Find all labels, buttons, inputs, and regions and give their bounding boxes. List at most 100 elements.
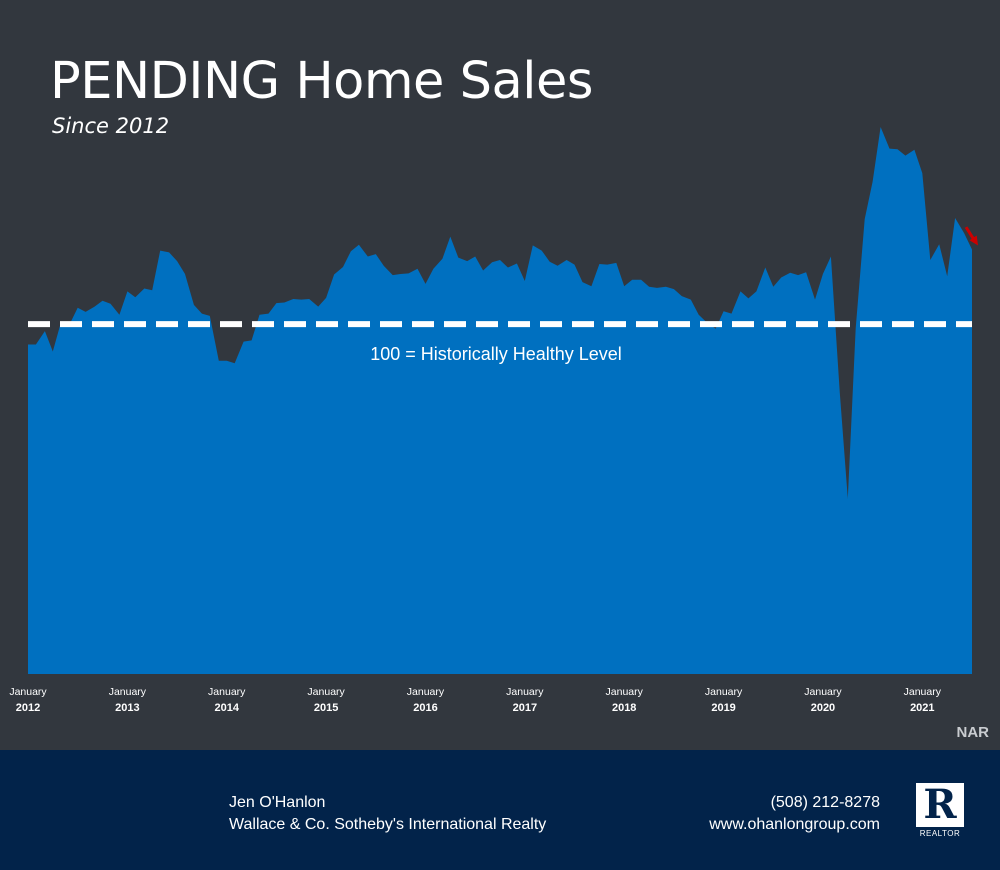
x-tick-label-month: January xyxy=(606,686,644,698)
data-point xyxy=(267,312,269,314)
data-point xyxy=(109,303,111,305)
data-point xyxy=(392,274,394,276)
x-tick-label-year: 2018 xyxy=(612,702,636,714)
x-tick-label-year: 2012 xyxy=(16,702,40,714)
data-point xyxy=(342,266,344,268)
data-point xyxy=(35,343,37,345)
data-point xyxy=(101,300,103,302)
data-point xyxy=(573,263,575,265)
data-point xyxy=(904,154,906,156)
data-point xyxy=(93,305,95,307)
data-point xyxy=(441,258,443,260)
data-point xyxy=(772,286,774,288)
data-point xyxy=(780,276,782,278)
x-tick-label-month: January xyxy=(804,686,842,698)
phone-number[interactable]: (508) 212-8278 xyxy=(770,794,880,811)
x-tick-label-year: 2021 xyxy=(910,702,934,714)
data-point xyxy=(84,311,86,313)
data-point xyxy=(946,275,948,277)
data-point xyxy=(690,298,692,300)
data-point xyxy=(367,255,369,257)
data-point xyxy=(275,302,277,304)
trend-arrow-icon xyxy=(969,235,978,246)
data-point xyxy=(499,259,501,261)
data-point xyxy=(698,314,700,316)
data-point xyxy=(317,305,319,307)
data-point xyxy=(432,268,434,270)
data-point xyxy=(839,392,841,394)
x-tick-label-year: 2014 xyxy=(214,702,239,714)
data-point xyxy=(524,280,526,282)
data-point xyxy=(541,249,543,251)
data-point xyxy=(971,248,973,250)
data-point xyxy=(52,350,54,352)
area-series xyxy=(28,127,972,674)
data-point xyxy=(193,304,195,306)
data-point xyxy=(532,244,534,246)
x-tick-label-month: January xyxy=(705,686,743,698)
data-point xyxy=(242,340,244,342)
realtor-logo-text: REALTOR xyxy=(919,829,961,838)
data-point xyxy=(888,147,890,149)
data-point xyxy=(258,314,260,316)
data-point xyxy=(673,288,675,290)
chart-title: PENDING Home Sales xyxy=(50,52,593,111)
data-point xyxy=(218,360,220,362)
data-point xyxy=(565,259,567,261)
data-point xyxy=(201,312,203,314)
data-point xyxy=(474,255,476,257)
data-point xyxy=(797,274,799,276)
data-point xyxy=(814,298,816,300)
data-point xyxy=(938,243,940,245)
data-point xyxy=(134,296,136,298)
data-point xyxy=(714,328,716,330)
data-point xyxy=(764,266,766,268)
data-point xyxy=(449,235,451,237)
data-point xyxy=(350,250,352,252)
footer-bar: Jen O'Hanlon Wallace & Co. Sotheby's Int… xyxy=(0,750,1000,870)
data-point xyxy=(358,244,360,246)
data-point xyxy=(126,290,128,292)
data-point xyxy=(864,218,866,220)
data-point xyxy=(333,273,335,275)
data-point xyxy=(424,283,426,285)
data-point xyxy=(325,297,327,299)
data-point xyxy=(879,126,881,128)
data-point xyxy=(598,263,600,265)
data-point xyxy=(466,260,468,262)
data-point xyxy=(168,251,170,253)
x-tick-label-month: January xyxy=(904,686,942,698)
agency-name: Wallace & Co. Sotheby's International Re… xyxy=(229,816,547,833)
data-point xyxy=(292,298,294,300)
data-point xyxy=(822,273,824,275)
x-tick-label-month: January xyxy=(9,686,47,698)
data-point xyxy=(963,232,965,234)
website-link[interactable]: www.ohanlongroup.com xyxy=(709,816,880,833)
x-tick-label-month: January xyxy=(506,686,544,698)
data-point xyxy=(151,289,153,291)
x-tick-label-month: January xyxy=(208,686,246,698)
data-point xyxy=(457,256,459,258)
data-point xyxy=(516,262,518,264)
data-point xyxy=(491,261,493,263)
data-point xyxy=(855,327,857,329)
realtor-logo: R REALTOR xyxy=(914,783,966,838)
data-point xyxy=(556,265,558,267)
data-point xyxy=(77,307,79,309)
data-point xyxy=(549,261,551,263)
data-point xyxy=(283,301,285,303)
data-point xyxy=(234,362,236,364)
data-point xyxy=(606,263,608,265)
x-tick-label-year: 2016 xyxy=(413,702,437,714)
x-tick-label-month: January xyxy=(407,686,445,698)
data-point xyxy=(623,285,625,287)
data-point xyxy=(226,360,228,362)
agent-info: Jen O'Hanlon Wallace & Co. Sotheby's Int… xyxy=(229,792,546,836)
reference-line-label: 100 = Historically Healthy Level xyxy=(370,344,622,364)
x-tick-label-year: 2019 xyxy=(711,702,735,714)
data-point xyxy=(209,315,211,317)
data-point xyxy=(416,268,418,270)
data-point xyxy=(954,217,956,219)
data-point xyxy=(847,497,849,499)
data-point xyxy=(143,287,145,289)
